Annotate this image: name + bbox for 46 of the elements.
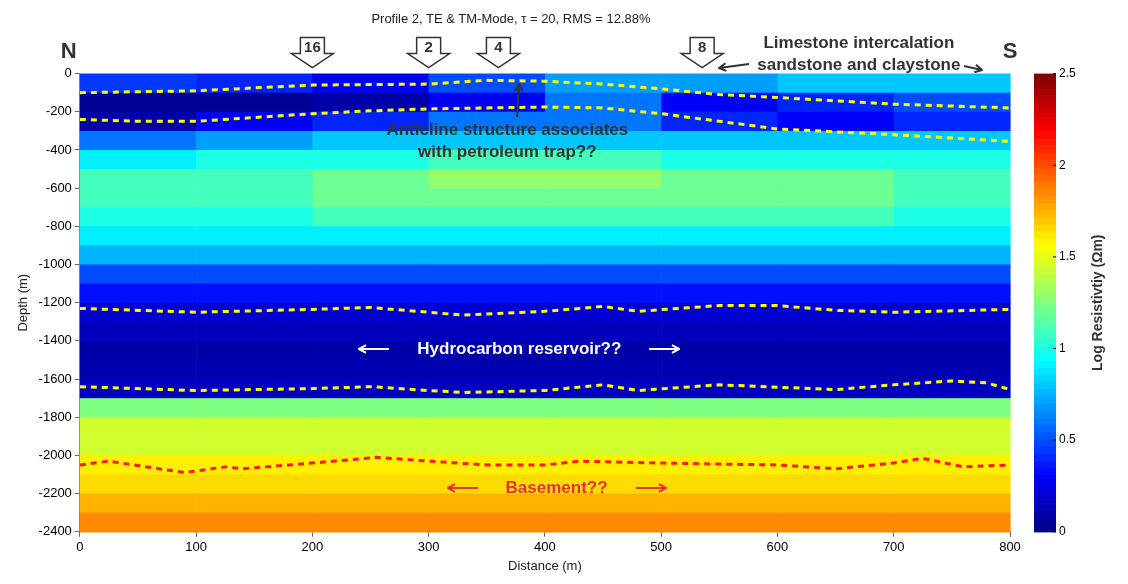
y-tick-label: 0 [64,65,72,81]
annotation: Limestone intercalation sandstone and claystone [757,33,961,75]
x-tick-label: 800 [999,539,1021,555]
y-tick-label: -800 [45,217,72,233]
annotation: Basement?? [505,477,608,497]
y-tick-label: -1600 [38,370,72,386]
color-bar-label: 1.5 [1059,249,1077,264]
line-series [79,379,1010,394]
text: 2 [424,37,433,55]
color-bar-label: 2 [1059,157,1066,172]
y-axis-title: Depth (m) [15,273,31,332]
line-series [79,78,1010,110]
x-tick-label: 400 [534,539,556,555]
text: 4 [494,37,504,55]
x-tick-label: 0 [76,539,84,555]
line-series [79,304,1010,317]
x-tick-label: 700 [882,539,905,555]
color-bar-title: Log Resistivtiy (Ωm) [1088,234,1105,371]
y-tick-label: -2200 [38,485,72,501]
y-tick-label: -2000 [38,447,72,463]
chart-title: Profile 2, TE & TM-Mode, τ = 20, RMS = 12.88% [371,11,652,27]
text: 16 [304,37,321,55]
x-tick-label: 300 [417,539,440,555]
y-tick-label: -600 [45,179,72,195]
x-axis-title: Distance (m) [508,557,582,573]
color-bar-label: 0.5 [1059,432,1077,447]
text: N [60,37,77,63]
y-tick-label: -1200 [38,294,72,310]
line-series [79,105,1010,143]
y-tick-label: -200 [45,103,72,119]
x-tick-label: 600 [766,539,789,555]
y-tick-label: -1800 [38,408,72,424]
annotation: Hydrocarbon reservoir?? [417,338,622,358]
x-tick-label: 500 [650,539,673,555]
x-tick-label: 200 [301,539,324,555]
color-bar-label: 1 [1059,340,1066,355]
color-bar-label: 2.5 [1059,65,1077,80]
y-tick-label: -1000 [38,256,72,272]
y-tick-label: -1400 [38,332,72,348]
annotation: Anticline structure associates with petroleum trap?? [386,119,629,161]
x-tick-label: 100 [185,539,207,555]
y-tick-label: -400 [45,141,72,157]
text: S [1002,37,1018,63]
color-bar-label: 0 [1059,524,1066,539]
y-tick-label: -2400 [38,523,72,539]
text: 8 [697,37,707,55]
